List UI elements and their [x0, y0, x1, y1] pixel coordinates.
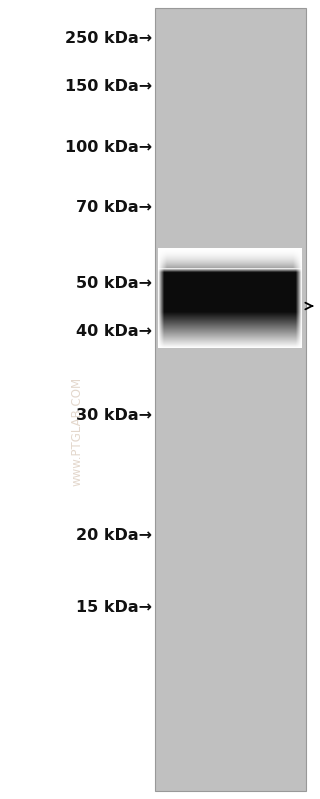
- Text: 30 kDa→: 30 kDa→: [76, 408, 152, 423]
- Text: 20 kDa→: 20 kDa→: [76, 528, 152, 543]
- Text: 15 kDa→: 15 kDa→: [76, 600, 152, 614]
- Text: 70 kDa→: 70 kDa→: [76, 201, 152, 215]
- Bar: [155, 8, 306, 791]
- Text: 150 kDa→: 150 kDa→: [65, 79, 152, 93]
- Text: www.PTGLAB.COM: www.PTGLAB.COM: [70, 377, 83, 486]
- Text: 50 kDa→: 50 kDa→: [76, 276, 152, 291]
- Text: 100 kDa→: 100 kDa→: [65, 141, 152, 155]
- Text: 40 kDa→: 40 kDa→: [76, 324, 152, 339]
- Text: 250 kDa→: 250 kDa→: [65, 31, 152, 46]
